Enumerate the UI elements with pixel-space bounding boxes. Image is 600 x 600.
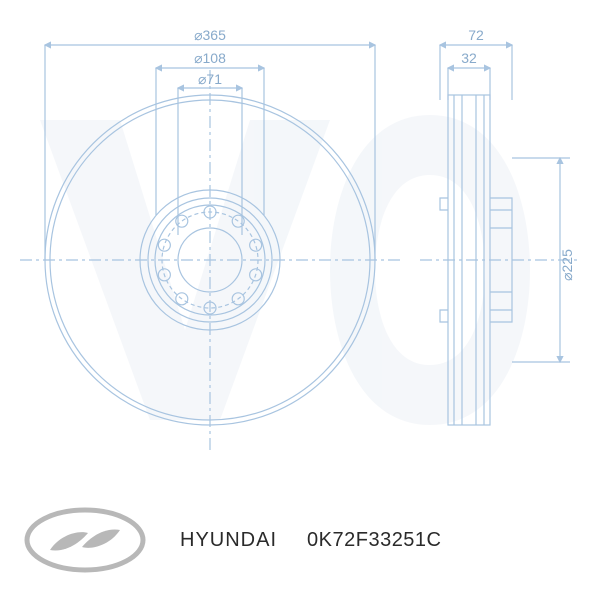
part-number: 0K72F33251C	[307, 529, 441, 552]
watermark	[40, 115, 530, 425]
dim-hat-diameter: ⌀225	[559, 249, 575, 281]
dim-bolt-circle: ⌀108	[194, 50, 226, 66]
brand-label: HYUNDAI	[180, 529, 277, 552]
dim-disc-thickness: 32	[461, 50, 477, 66]
dim-outer-diameter: ⌀365	[194, 27, 226, 43]
product-footer: HYUNDAI 0K72F33251C	[0, 480, 600, 600]
dim-bore: ⌀71	[198, 71, 222, 87]
hyundai-logo-icon	[20, 505, 150, 575]
dim-overall-width: 72	[468, 27, 484, 43]
bolt-hole	[158, 239, 170, 251]
technical-drawing: ⌀365 ⌀108 ⌀71 72 32 ⌀225	[0, 0, 600, 480]
